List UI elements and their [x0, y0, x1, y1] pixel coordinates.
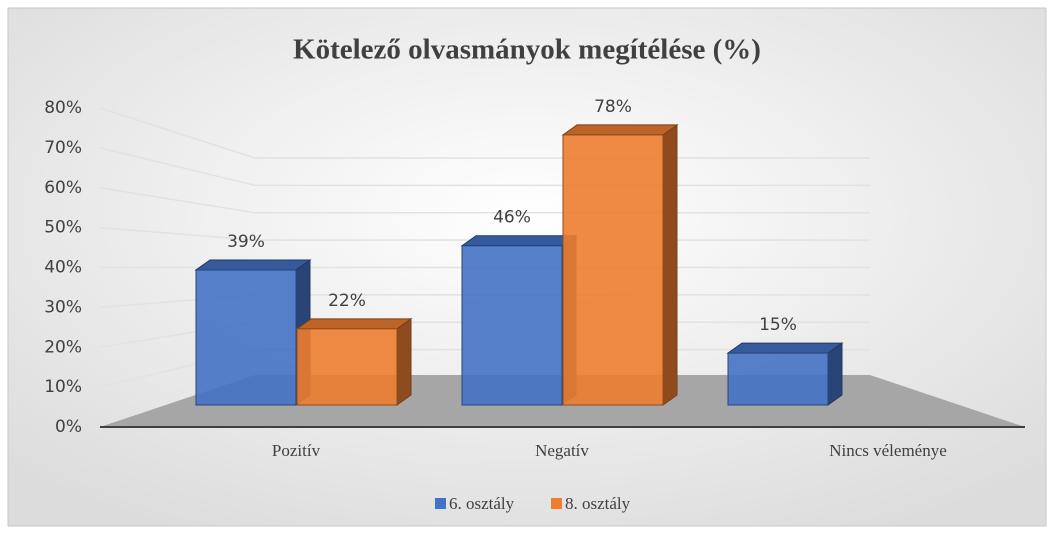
- x-tick-label: Pozitív: [272, 441, 321, 460]
- y-tick-label: 60%: [44, 178, 82, 198]
- y-tick-label: 30%: [44, 297, 82, 317]
- bar-side: [827, 342, 843, 406]
- bar: [562, 134, 664, 406]
- bar: [296, 328, 398, 406]
- bar-side: [396, 317, 412, 406]
- chart-title: Kötelező olvasmányok megítélése (%): [293, 34, 761, 66]
- legend-swatch: [551, 498, 562, 509]
- bar: [461, 245, 563, 406]
- data-label: 78%: [594, 97, 632, 117]
- data-label: 22%: [328, 291, 366, 311]
- data-label: 15%: [759, 315, 797, 335]
- y-tick-label: 0%: [55, 417, 82, 437]
- data-label: 39%: [227, 232, 265, 252]
- bar-top: [726, 342, 844, 354]
- x-tick-label: Nincs véleménye: [829, 441, 947, 460]
- legend-label: 8. osztály: [565, 494, 631, 513]
- bar-side: [662, 123, 678, 406]
- y-tick-label: 50%: [44, 218, 82, 238]
- legend-swatch: [435, 498, 446, 509]
- bar-top: [194, 259, 312, 271]
- bar-top: [561, 124, 679, 136]
- bar: [195, 269, 297, 406]
- legend-label: 6. osztály: [449, 494, 515, 513]
- y-tick-label: 70%: [44, 138, 82, 158]
- data-label: 46%: [493, 208, 531, 228]
- x-tick-label: Negatív: [535, 441, 589, 460]
- bar: [727, 352, 829, 406]
- y-tick-label: 10%: [44, 377, 82, 397]
- y-tick-label: 40%: [44, 258, 82, 278]
- y-tick-label: 80%: [44, 98, 82, 118]
- bar-top: [295, 318, 413, 330]
- y-tick-label: 20%: [44, 337, 82, 357]
- bar-top: [460, 235, 578, 247]
